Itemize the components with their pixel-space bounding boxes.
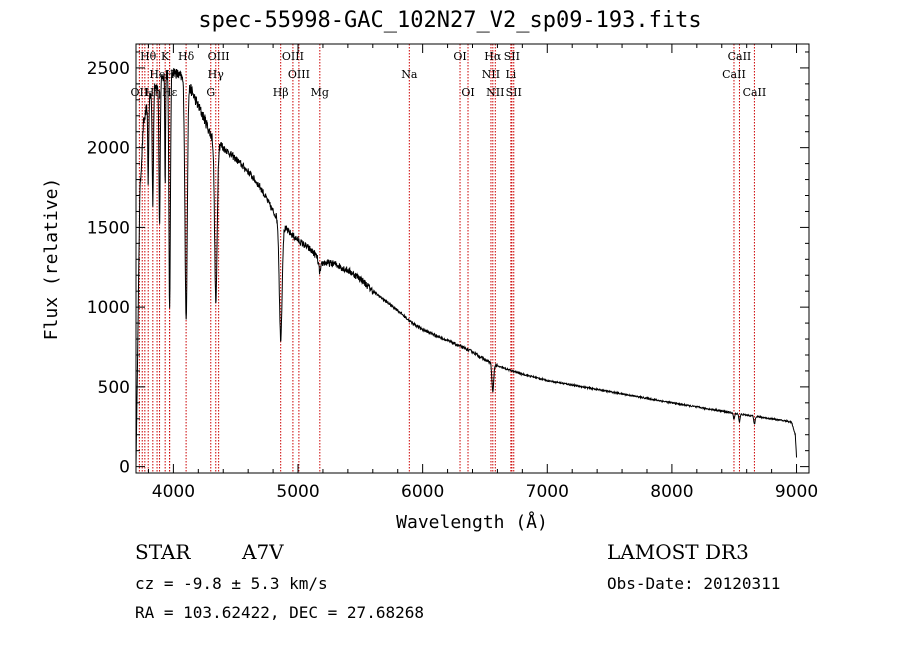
line-marker-label: HeI	[149, 68, 169, 81]
line-marker-label: NII	[486, 86, 504, 99]
line-marker-label: Hδ	[178, 50, 195, 63]
line-marker-label: CaII	[743, 86, 767, 99]
line-marker-label: OIII	[208, 50, 230, 63]
object-type: STAR	[135, 540, 191, 564]
line-marker-label: OIII	[288, 68, 310, 81]
line-marker-label: OIII	[282, 50, 304, 63]
redshift-velocity: cz = -9.8 ± 5.3 km/s	[135, 574, 328, 593]
y-tick-label: 2500	[87, 59, 130, 79]
x-tick-label: 9000	[775, 482, 818, 502]
line-marker-label: CaII	[728, 50, 752, 63]
line-marker-label: Hγ	[208, 68, 225, 81]
line-marker-label: Hη	[145, 86, 161, 99]
axis-ticks: 4000 5000 6000 7000 8000 9000 0 500 1000 1500 2000…	[87, 44, 818, 502]
line-marker-label: K	[161, 50, 170, 63]
y-tick-label: 1000	[87, 298, 130, 318]
y-axis-label: Flux (relative)	[41, 178, 62, 341]
observation-date: Obs-Date: 20120311	[607, 574, 781, 593]
line-marker-label: OI	[461, 86, 474, 99]
spectrum-trace	[135, 68, 798, 467]
y-tick-label: 2000	[87, 139, 130, 159]
line-marker-label: NII	[482, 68, 500, 81]
y-tick-label: 1500	[87, 218, 130, 238]
line-marker-label: Hβ	[273, 86, 289, 99]
line-marker-label: SII	[506, 86, 522, 99]
y-tick-label: 500	[98, 378, 130, 398]
x-tick-label: 7000	[526, 482, 569, 502]
line-marker-label: OII	[131, 86, 149, 99]
ra-dec-coordinates: RA = 103.62422, DEC = 27.68268	[135, 603, 424, 622]
y-tick-label: 0	[119, 458, 130, 478]
line-marker-label: Na	[401, 68, 418, 81]
line-marker-label: Hθ	[140, 50, 157, 63]
x-tick-label: 5000	[276, 482, 319, 502]
x-tick-label: 4000	[152, 482, 195, 502]
survey-name: LAMOST DR3	[607, 540, 749, 564]
x-axis-label: Wavelength (Å)	[396, 511, 548, 533]
line-marker-label: Hα	[484, 50, 502, 63]
line-marker-label: Mg	[311, 86, 329, 99]
line-marker-label: OI	[453, 50, 466, 63]
line-marker-label: H	[165, 68, 175, 81]
line-marker-label: Li	[505, 68, 516, 81]
line-marker-label: Hε	[162, 86, 178, 99]
spectral-subclass: A7V	[242, 540, 284, 564]
x-tick-label: 8000	[650, 482, 693, 502]
line-marker-label: SII	[504, 50, 520, 63]
x-tick-label: 6000	[401, 482, 444, 502]
line-marker-labels: OIIHθHηHeIKHHεHδGHγOIIIHβOIIIOIIIMgNaOIO…	[131, 50, 767, 99]
line-marker-label: CaII	[722, 68, 746, 81]
line-markers	[138, 44, 755, 473]
line-marker-label: G	[206, 86, 215, 99]
chart-title: spec-55998-GAC_102N27_V2_sp09-193.fits	[198, 8, 702, 33]
spectrum-series	[135, 68, 798, 467]
